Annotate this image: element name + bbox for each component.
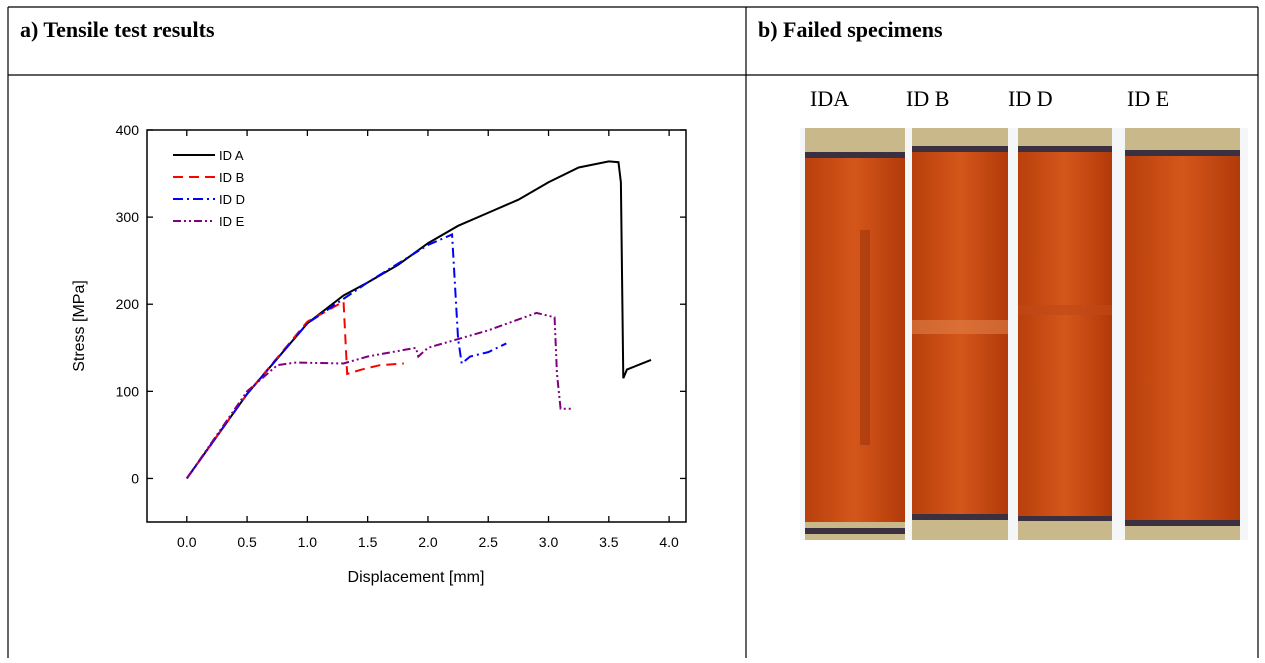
y-tick-label: 200	[116, 296, 140, 312]
y-tick-label: 300	[116, 209, 140, 225]
specimen-label: ID B	[906, 86, 949, 111]
x-tick-label: 0.5	[237, 534, 257, 550]
header: b) Failed specimens	[758, 17, 943, 42]
x-tick-label: 1.5	[358, 534, 378, 550]
legend-label: ID D	[219, 192, 245, 207]
data-line	[185, 311, 573, 480]
legend-label: ID E	[219, 214, 245, 229]
x-tick-label: 3.0	[539, 534, 559, 550]
specimen-label: ID D	[1008, 86, 1053, 111]
specimen-photo	[800, 128, 1248, 540]
x-tick-label: 2.5	[479, 534, 499, 550]
y-tick-label: 400	[116, 122, 140, 138]
data-line	[185, 299, 404, 480]
plot-frame	[146, 129, 687, 523]
legend-label: ID A	[219, 148, 244, 163]
y-tick-label: 0	[131, 470, 139, 486]
y-axis-label: Stress [MPa]	[71, 280, 88, 372]
specimen-label: ID E	[1127, 86, 1169, 111]
x-axis-label: Displacement [mm]	[348, 569, 485, 586]
x-tick-label: 4.0	[659, 534, 679, 550]
x-tick-label: 0.0	[177, 534, 197, 550]
y-tick-label: 100	[116, 383, 140, 399]
x-tick-label: 1.0	[298, 534, 318, 550]
specimen-label: IDA	[810, 86, 849, 111]
header: a) Tensile test results	[20, 17, 215, 42]
data-line	[185, 160, 652, 480]
x-tick-label: 2.0	[418, 534, 438, 550]
legend-label: ID B	[219, 170, 244, 185]
x-tick-label: 3.5	[599, 534, 619, 550]
data-line	[185, 233, 507, 480]
table-borders	[7, 6, 1259, 658]
